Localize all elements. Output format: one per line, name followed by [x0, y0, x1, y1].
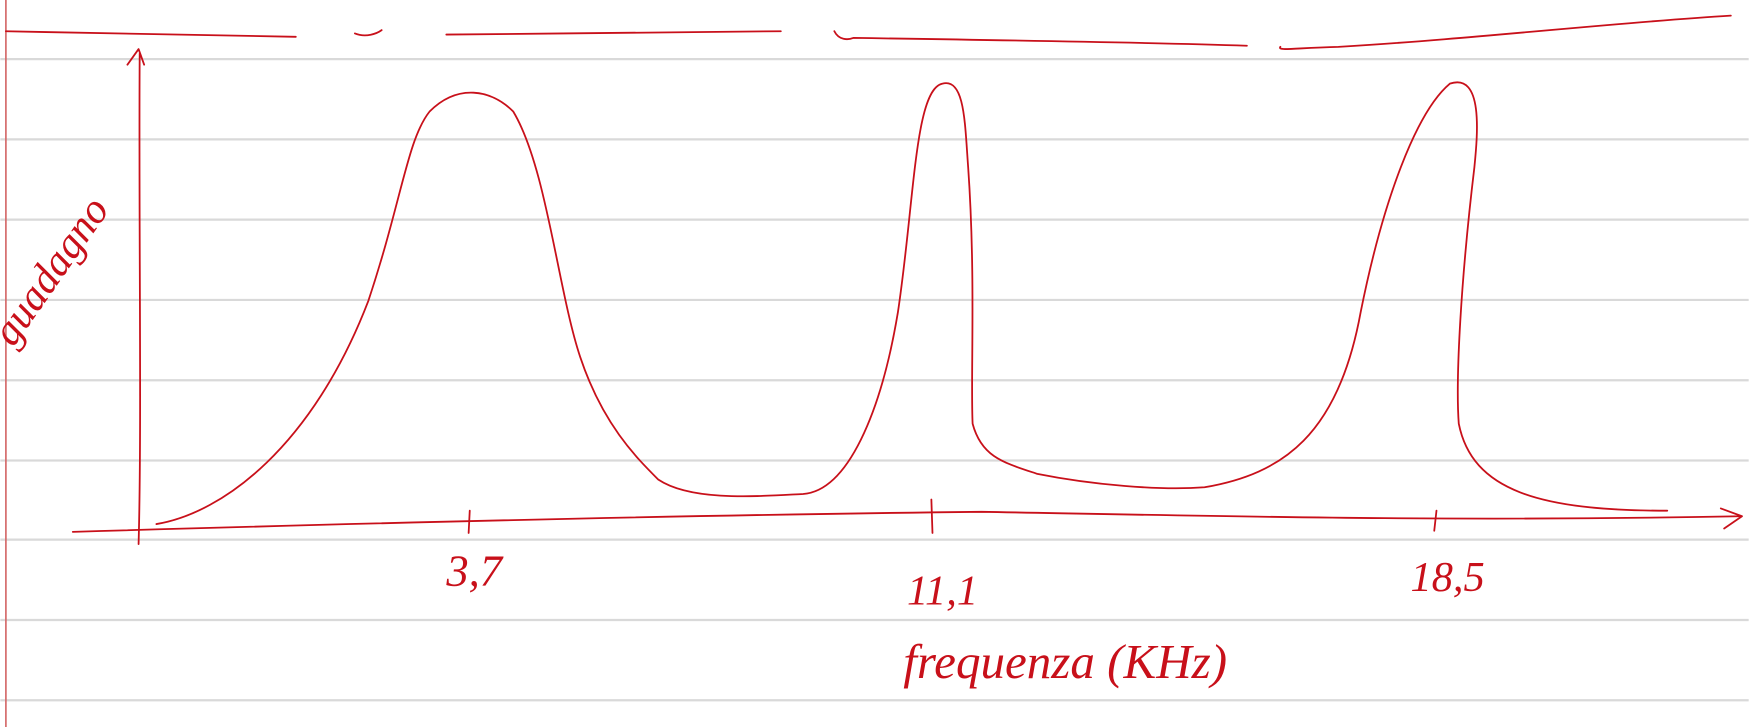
x-tick-label: 18,5 — [1411, 554, 1485, 601]
sketch: 3,7 11,1 18,5 frequenza (KHz) guadagno — [0, 0, 1749, 727]
paper — [0, 0, 1748, 727]
x-axis-label: frequenza (KHz) — [903, 634, 1227, 689]
x-tick-label: 11,1 — [907, 567, 978, 614]
x-tick-label: 3,7 — [445, 545, 503, 595]
x-tick — [469, 511, 470, 533]
x-tick — [931, 500, 932, 533]
